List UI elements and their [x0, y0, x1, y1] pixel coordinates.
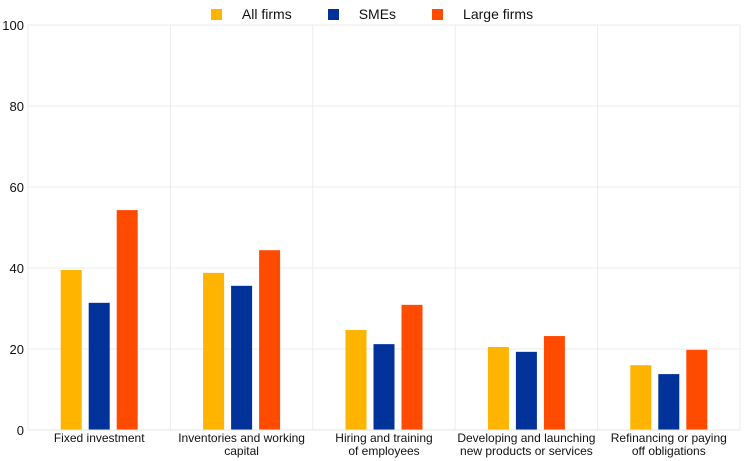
- y-tick-label-40: 40: [10, 261, 24, 276]
- y-tick-label-60: 60: [10, 180, 24, 195]
- y-tick-label-20: 20: [10, 342, 24, 357]
- bar-smes-3: [515, 351, 537, 430]
- x-tick-label-0-0: Fixed investment: [54, 431, 145, 445]
- legend-item-large-firms: Large firms: [432, 6, 533, 22]
- y-tick-label-0: 0: [17, 423, 24, 438]
- x-tick-label-3-1: new products or services: [460, 444, 593, 458]
- bar-smes-1: [231, 285, 253, 430]
- bar-large-firms-0: [116, 210, 138, 430]
- legend-swatch-smes: [327, 8, 339, 20]
- bar-large-firms-2: [401, 304, 423, 430]
- bar-large-firms-4: [686, 349, 708, 430]
- x-tick-label-4-0: Refinancing or paying: [611, 431, 727, 445]
- bar-large-firms-3: [543, 336, 565, 430]
- x-tick-label-1-1: capital: [224, 444, 259, 458]
- bar-all-firms-4: [630, 365, 652, 430]
- y-tick-label-80: 80: [10, 99, 24, 114]
- x-tick-label-3-0: Developing and launching: [457, 431, 595, 445]
- bar-smes-2: [373, 344, 395, 430]
- legend-swatch-large-firms: [432, 8, 444, 20]
- bar-all-firms-3: [487, 346, 509, 430]
- legend-item-all-firms: All firms: [210, 6, 292, 22]
- chart-legend: All firms SMEs Large firms: [0, 6, 744, 22]
- legend-item-smes: SMEs: [327, 6, 397, 22]
- bar-large-firms-1: [259, 250, 281, 430]
- x-tick-label-2-1: of employees: [348, 444, 419, 458]
- bar-all-firms-0: [60, 270, 82, 430]
- y-tick-label-100: 100: [2, 18, 24, 33]
- legend-label-all-firms: All firms: [241, 6, 292, 22]
- legend-label-smes: SMEs: [358, 6, 397, 22]
- bar-smes-4: [658, 374, 680, 430]
- legend-label-large-firms: Large firms: [463, 6, 534, 22]
- x-tick-label-1-0: Inventories and working: [178, 431, 305, 445]
- bar-all-firms-2: [345, 329, 367, 430]
- legend-swatch-all-firms: [210, 8, 222, 20]
- x-tick-label-2-0: Hiring and training: [335, 431, 432, 445]
- bar-smes-0: [88, 302, 110, 430]
- x-tick-label-4-1: off obligations: [632, 444, 706, 458]
- bar-all-firms-1: [203, 272, 225, 430]
